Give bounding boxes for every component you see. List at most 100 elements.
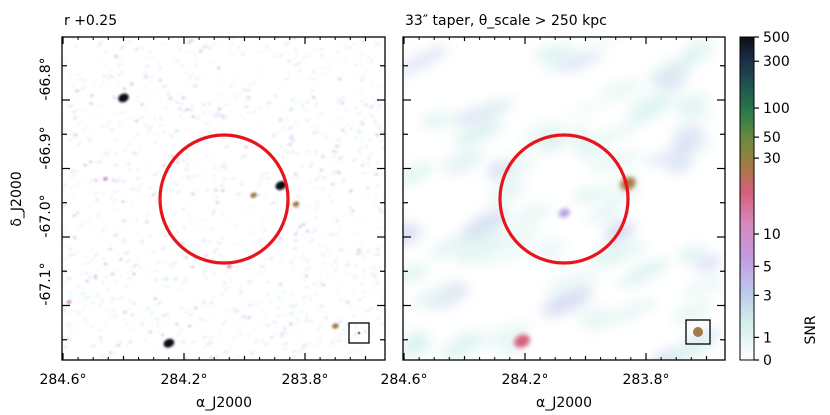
noise-speck — [312, 47, 317, 51]
noise-speck — [239, 334, 243, 336]
noise-speck — [205, 197, 208, 200]
noise-speck — [213, 41, 216, 44]
noise-speck — [215, 315, 218, 318]
panel-left: r +0.25 -66.8° -66.9° -67.0° -67.1° 284.… — [9, 13, 386, 411]
noise-speck — [115, 138, 119, 141]
noise-speck — [308, 125, 312, 127]
noise-speck — [204, 254, 208, 258]
noise-speck — [270, 335, 275, 338]
noise-speck — [281, 123, 284, 126]
noise-speck — [120, 110, 125, 115]
noise-speck — [281, 155, 285, 159]
noise-speck — [68, 104, 73, 108]
noise-speck — [274, 227, 277, 230]
noise-speck — [181, 96, 186, 100]
noise-speck — [149, 79, 152, 82]
noise-speck — [372, 266, 377, 270]
noise-speck — [244, 105, 249, 109]
noise-speck — [215, 201, 220, 204]
noise-speck — [157, 325, 160, 329]
noise-speck — [189, 244, 192, 248]
noise-speck — [162, 85, 167, 89]
noise-speck — [88, 276, 92, 280]
noise-speck — [294, 232, 298, 236]
noise-speck — [175, 161, 180, 164]
noise-speck — [157, 330, 159, 333]
noise-speck — [90, 259, 94, 262]
noise-speck — [296, 330, 300, 334]
y-tick-label: -66.9° — [38, 126, 54, 169]
noise-speck — [94, 294, 100, 297]
noise-speck — [303, 295, 308, 299]
panel-right-noise-field — [403, 37, 725, 360]
noise-speck — [118, 177, 122, 181]
noise-speck — [93, 274, 98, 277]
noise-speck — [145, 358, 148, 360]
noise-speck — [116, 181, 119, 184]
noise-speck — [340, 224, 343, 227]
noise-speck — [240, 156, 244, 159]
panel-right-title: 33″ taper, θ_scale > 250 kpc — [405, 13, 607, 29]
noise-speck — [201, 219, 203, 222]
noise-speck — [264, 313, 269, 317]
noise-speck — [296, 176, 300, 179]
noise-blob — [440, 145, 484, 173]
noise-speck — [85, 262, 91, 266]
noise-speck — [369, 105, 374, 109]
noise-speck — [221, 94, 225, 98]
noise-speck — [159, 117, 163, 120]
noise-speck — [379, 310, 384, 313]
noise-speck — [85, 256, 88, 260]
noise-speck — [358, 217, 362, 221]
noise-speck — [280, 245, 285, 248]
noise-speck — [225, 288, 229, 291]
noise-blob — [644, 146, 694, 166]
noise-speck — [223, 352, 228, 355]
noise-speck — [121, 242, 126, 245]
panel-left-sources — [66, 93, 344, 371]
noise-speck — [101, 81, 106, 84]
noise-speck — [284, 157, 288, 160]
noise-speck — [138, 185, 143, 188]
noise-speck — [260, 174, 265, 178]
noise-speck — [295, 101, 298, 103]
noise-speck — [302, 56, 306, 59]
noise-speck — [121, 224, 124, 227]
noise-speck — [125, 285, 128, 288]
noise-speck — [366, 194, 370, 196]
noise-speck — [96, 160, 101, 163]
noise-speck — [272, 320, 277, 324]
noise-speck — [323, 267, 327, 270]
noise-speck — [125, 260, 128, 262]
noise-speck — [144, 72, 148, 75]
source-blob — [333, 361, 344, 371]
noise-speck — [86, 204, 90, 206]
noise-speck — [273, 55, 278, 58]
noise-speck — [375, 252, 380, 256]
noise-speck — [108, 242, 112, 244]
noise-speck — [349, 206, 352, 209]
noise-speck — [131, 313, 134, 317]
noise-speck — [83, 254, 87, 257]
noise-speck — [297, 350, 302, 354]
panel-left-background — [62, 37, 385, 360]
noise-speck — [125, 118, 130, 121]
noise-speck — [221, 212, 224, 215]
noise-speck — [195, 351, 199, 354]
noise-speck — [135, 177, 139, 180]
noise-speck — [271, 216, 274, 220]
noise-speck — [204, 219, 210, 222]
noise-speck — [327, 212, 330, 215]
y-tick-label: -67.0° — [38, 194, 54, 237]
noise-blob — [669, 334, 716, 360]
colorbar-gradient — [739, 36, 755, 361]
noise-speck — [145, 220, 149, 223]
noise-speck — [360, 255, 366, 259]
noise-speck — [94, 126, 97, 129]
noise-speck — [301, 223, 306, 226]
noise-speck — [94, 276, 98, 280]
noise-speck — [241, 298, 244, 301]
source-blob — [275, 181, 287, 191]
